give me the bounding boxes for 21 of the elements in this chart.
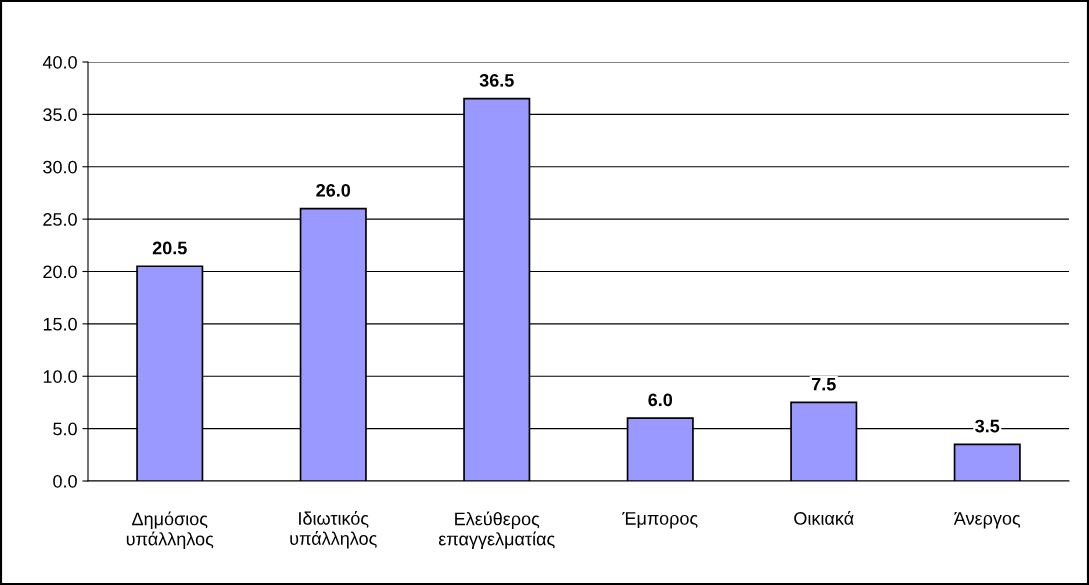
data-label: 3.5 [975, 419, 1000, 433]
x-tick-label: Έμπορος [622, 512, 698, 529]
x-tick-label: Άνεργος [953, 512, 1021, 529]
data-label: 36.5 [479, 73, 514, 87]
y-tick-label: 0.0 [53, 474, 77, 488]
data-label: 26.0 [316, 183, 351, 197]
y-tick-label: 25.0 [43, 213, 77, 226]
y-tick-label: 5.0 [53, 422, 77, 436]
y-tick-label: 35.0 [43, 108, 77, 122]
data-label: 7.5 [811, 377, 836, 391]
y-tick-label: 20.0 [43, 265, 77, 279]
data-label: 6.0 [648, 393, 673, 407]
data-label: 20.5 [152, 241, 187, 255]
y-tick-label: 15.0 [43, 317, 77, 331]
x-tick-label: Οικιακά [794, 511, 854, 525]
x-tick-label: Ιδιωτικός υπάλληλος [290, 511, 377, 549]
y-tick-label: 10.0 [43, 370, 77, 383]
y-tick-label: 40.0 [42, 55, 77, 69]
y-tick-label: 30.0 [43, 160, 77, 174]
x-tick-label: Δημόσιος υπάλληλος [126, 511, 214, 549]
x-tick-label: Ελεύθερος επαγγελματίας [438, 511, 555, 549]
